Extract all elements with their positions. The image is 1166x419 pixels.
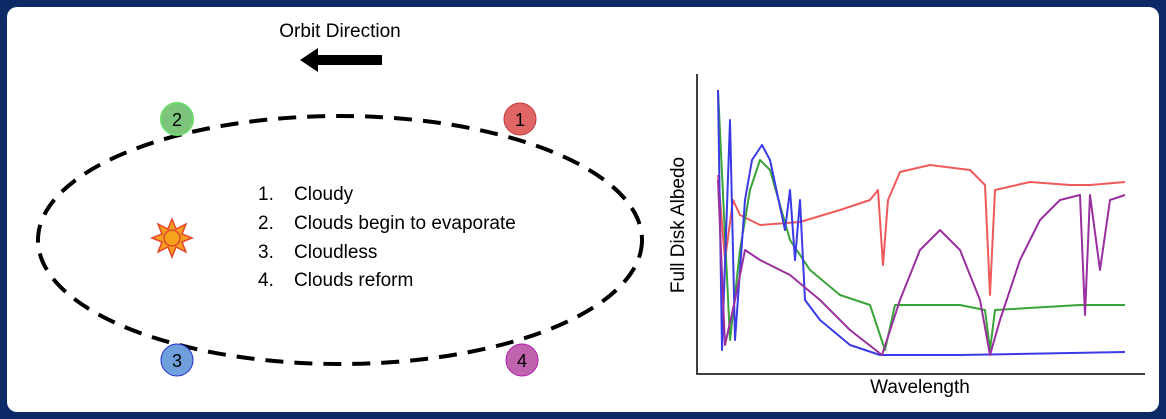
list-number: 2. bbox=[258, 213, 274, 234]
list-text: Clouds begin to evaporate bbox=[294, 213, 516, 234]
list-text: Cloudless bbox=[294, 242, 377, 263]
node-label: 1 bbox=[515, 110, 525, 130]
page: Orbit Direction 1 2 3 4 1. Cloudy 2. Clo… bbox=[0, 0, 1166, 419]
list-text: Cloudy bbox=[294, 184, 354, 205]
x-axis-label: Wavelength bbox=[870, 377, 970, 398]
node-label: 2 bbox=[172, 110, 182, 130]
node-label: 4 bbox=[517, 351, 527, 371]
sun bbox=[152, 219, 192, 257]
node-label: 3 bbox=[172, 351, 182, 371]
y-axis-label: Full Disk Albedo bbox=[668, 157, 689, 293]
list-number: 4. bbox=[258, 270, 274, 291]
list-number: 3. bbox=[258, 242, 274, 263]
figure: Orbit Direction 1 2 3 4 1. Cloudy 2. Clo… bbox=[0, 0, 1166, 419]
list-number: 1. bbox=[258, 184, 274, 205]
orbit-direction-label: Orbit Direction bbox=[279, 21, 400, 42]
list-text: Clouds reform bbox=[294, 270, 413, 291]
